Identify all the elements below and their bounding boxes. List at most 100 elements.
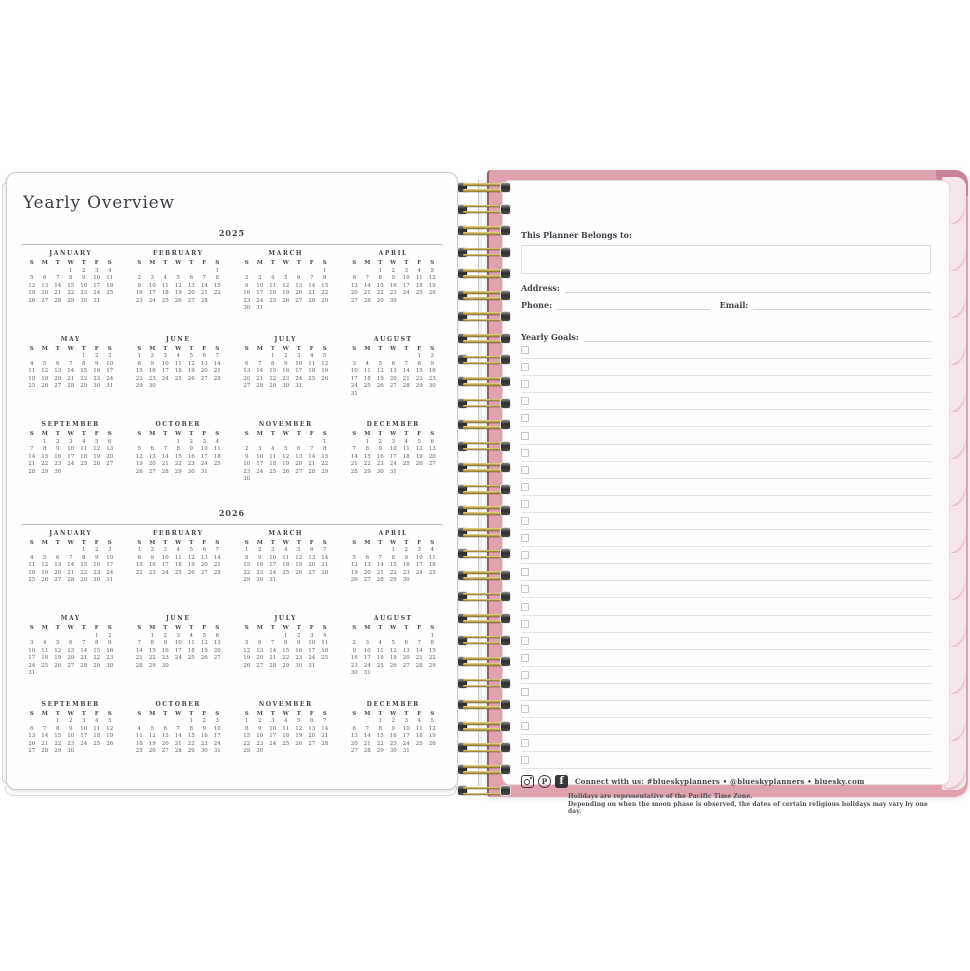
goal-checkbox bbox=[521, 414, 529, 423]
yearly-calendars: 2025 JANUARY S M T W T F S 1 2 3 4 5 6 7 8 9 10 11 12 13 14 15 1… bbox=[7, 228, 457, 785]
binding-loop bbox=[457, 786, 511, 796]
belongs-to-label: This Planner Belongs to: bbox=[521, 230, 632, 240]
binding-loop bbox=[457, 700, 511, 710]
phone-label: Phone: bbox=[521, 300, 553, 310]
month-calendar-2026-november: NOVEMBER S M T W T F S 1 2 3 4 5 6 7 8 9 10 11 12 13 14 15 16 17… bbox=[235, 700, 337, 786]
phone-field bbox=[557, 300, 710, 310]
month-title: MARCH bbox=[268, 529, 304, 537]
month-grid: S M T W T F S 1 2 3 4 5 6 7 8 9 10 11 12 13 14 15 16 17 18 19 20 21… bbox=[135, 431, 221, 475]
binding-loop bbox=[457, 527, 511, 537]
goal-line bbox=[521, 564, 931, 582]
goal-checkbox bbox=[521, 482, 529, 491]
goal-line bbox=[521, 684, 931, 701]
month-title: JANUARY bbox=[49, 529, 93, 537]
month-grid: S M T W T F S 1 2 3 4 5 6 7 8 9 10 11 12 13 14 15 16 17 18 19 20 21… bbox=[243, 345, 329, 390]
goal-line bbox=[521, 718, 931, 736]
pinterest-icon bbox=[538, 775, 551, 789]
address-field bbox=[564, 283, 931, 293]
goal-checkbox bbox=[521, 602, 529, 611]
month-title: JUNE bbox=[165, 335, 191, 343]
page-title: Yearly Overview bbox=[23, 193, 175, 213]
goal-checkbox bbox=[521, 380, 529, 389]
month-title: JULY bbox=[274, 615, 298, 622]
goal-checkbox bbox=[521, 517, 529, 526]
goal-line bbox=[521, 479, 931, 496]
spine-edge bbox=[478, 180, 482, 786]
month-grid: S M T W T F S 1 2 3 4 5 6 7 8 9 10 11 12 13 14 15 16 17 18 19 20 21… bbox=[350, 625, 436, 676]
months-grid-2025: JANUARY S M T W T F S 1 2 3 4 5 6 7 8 9 10 11 12 13 14 15 16 17 1… bbox=[7, 249, 457, 506]
disclaimer-line-2: Depending on when the moon phase is obse… bbox=[568, 800, 928, 816]
goal-line bbox=[521, 513, 931, 531]
right-page-info: This Planner Belongs to: Address: Phone:… bbox=[502, 180, 950, 815]
binding-loop bbox=[457, 183, 511, 192]
goal-checkbox bbox=[521, 499, 529, 508]
binding-loop bbox=[457, 441, 511, 451]
binding-loop bbox=[457, 204, 511, 214]
month-title: JUNE bbox=[165, 615, 191, 622]
month-title: OCTOBER bbox=[155, 700, 202, 708]
month-calendar-2025-july: JULY S M T W T F S 1 2 3 4 5 6 7 8 9 10 11 12 13 14 15 16 17 18 19… bbox=[235, 335, 337, 421]
goal-checkbox bbox=[521, 756, 529, 765]
month-grid: S M T W T F S 1 2 3 4 5 6 7 8 9 10 11 12 13 14 15 16 17 18 19 20 21… bbox=[350, 710, 436, 755]
binding-loop bbox=[457, 420, 511, 430]
month-grid: S M T W T F S 1 2 3 4 5 6 7 8 9 10 11 12 13 14 15 16 17 18 19 20 21… bbox=[350, 260, 436, 304]
month-calendar-2025-november: NOVEMBER S M T W T F S 1 2 3 4 5 6 7 8 9 10 11 12 13 14 15 16 17… bbox=[235, 420, 337, 506]
binding-loop bbox=[457, 484, 511, 494]
month-grid: S M T W T F S 1 2 3 4 5 6 7 8 9 10 11 12 13 14 15 16 17 18 19 20 21… bbox=[28, 260, 114, 304]
binding-loop bbox=[457, 635, 511, 645]
month-grid: S M T W T F S 1 2 3 4 5 6 7 8 9 10 11 12 13 14 15 16 17 18 19 20 21… bbox=[28, 539, 114, 584]
binding-loop bbox=[457, 743, 511, 753]
month-calendar-2026-september: SEPTEMBER S M T W T F S 1 2 3 4 5 6 7 8 9 10 11 12 13 14 15 16 1… bbox=[20, 700, 122, 786]
goal-line bbox=[521, 616, 931, 633]
goal-checkbox bbox=[521, 670, 529, 679]
month-calendar-2025-february: FEBRUARY S M T W T F S 1 2 3 4 5 6 7 8 9 10 11 12 13 14 15 16 17… bbox=[128, 249, 230, 335]
month-title: AUGUST bbox=[373, 335, 413, 343]
month-calendar-2026-january: JANUARY S M T W T F S 1 2 3 4 5 6 7 8 9 10 11 12 13 14 15 16 17 1… bbox=[20, 529, 122, 615]
goal-line bbox=[521, 496, 931, 513]
month-title: OCTOBER bbox=[155, 421, 202, 428]
facebook-icon bbox=[555, 775, 568, 789]
month-title: MAY bbox=[60, 335, 81, 343]
month-grid: S M T W T F S 1 2 3 4 5 6 7 8 9 10 11 12 13 14 15 16 17 18 19 20 21… bbox=[243, 431, 329, 482]
goal-line bbox=[521, 445, 931, 462]
month-calendar-2026-february: FEBRUARY S M T W T F S 1 2 3 4 5 6 7 8 9 10 11 12 13 14 15 16 17… bbox=[128, 529, 230, 615]
month-title: SEPTEMBER bbox=[41, 700, 100, 708]
goal-checkbox bbox=[521, 739, 529, 748]
month-calendar-2026-july: JULY S M T W T F S 1 2 3 4 5 6 7 8 9 10 11 12 13 14 15 16 17 18 19… bbox=[235, 614, 337, 700]
goal-checkbox bbox=[521, 653, 529, 662]
goal-checkbox bbox=[521, 551, 529, 560]
month-grid: S M T W T F S 1 2 3 4 5 6 7 8 9 10 11 12 13 14 15 16 17 18 19 20 21… bbox=[135, 260, 221, 304]
month-calendar-2025-may: MAY S M T W T F S 1 2 3 4 5 6 7 8 9 10 11 12 13 14 15 16 17 18 19 2… bbox=[20, 335, 122, 421]
month-calendar-2026-october: OCTOBER S M T W T F S 1 2 3 4 5 6 7 8 9 10 11 12 13 14 15 16 17 1… bbox=[128, 700, 230, 786]
binding-loop bbox=[457, 506, 511, 516]
goal-line bbox=[521, 393, 931, 411]
binding-loop bbox=[457, 376, 511, 386]
goal-line bbox=[521, 701, 931, 719]
goal-line bbox=[521, 752, 931, 770]
binding-loop bbox=[457, 592, 511, 602]
month-title: FEBRUARY bbox=[153, 250, 204, 257]
binding-loop bbox=[457, 269, 511, 279]
month-grid: S M T W T F S 1 2 3 4 5 6 7 8 9 10 11 12 13 14 15 16 17 18 19 20 21… bbox=[243, 710, 329, 755]
goal-line bbox=[521, 359, 931, 377]
month-title: JANUARY bbox=[49, 250, 93, 257]
goal-checkbox bbox=[521, 636, 529, 645]
planner-cover: This Planner Belongs to: Address: Phone:… bbox=[487, 170, 968, 815]
binding-loop bbox=[457, 463, 511, 473]
goal-line bbox=[521, 598, 931, 616]
month-calendar-2025-june: JUNE S M T W T F S 1 2 3 4 5 6 7 8 9 10 11 12 13 14 15 16 17 18 19… bbox=[128, 335, 230, 421]
goal-checkbox bbox=[521, 397, 529, 406]
month-title: FEBRUARY bbox=[153, 529, 204, 537]
month-title: AUGUST bbox=[373, 615, 413, 622]
month-grid: S M T W T F S 1 2 3 4 5 6 7 8 9 10 11 12 13 14 15 16 17 18 19 20 21… bbox=[28, 345, 114, 390]
binding-loop bbox=[457, 226, 511, 236]
binding-loop bbox=[457, 764, 511, 774]
disclaimer-line-1: Holidays are representative of the Pacif… bbox=[568, 793, 753, 801]
footer: Connect with us: #blueskyplanners • @blu… bbox=[521, 775, 931, 789]
month-grid: S M T W T F S 1 2 3 4 5 6 7 8 9 10 11 12 13 14 15 16 17 18 19 20 21… bbox=[243, 625, 329, 669]
goal-checkbox bbox=[521, 363, 529, 372]
goal-checkbox bbox=[521, 619, 529, 628]
binding-loop bbox=[457, 570, 511, 580]
month-calendar-2025-march: MARCH S M T W T F S 1 2 3 4 5 6 7 8 9 10 11 12 13 14 15 16 17 18 1… bbox=[235, 249, 337, 335]
